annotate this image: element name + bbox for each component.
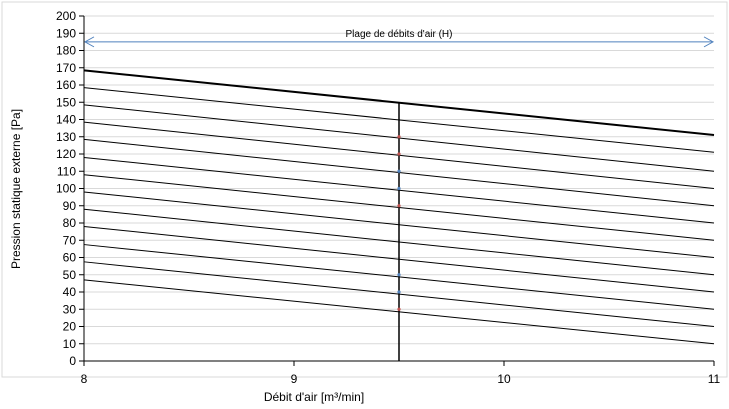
y-tick-label-110: 110 [57, 164, 76, 178]
x-tick-label-8: 8 [81, 372, 88, 386]
range-arrow-left-head [83, 36, 95, 48]
y-tick-label-10: 10 [63, 337, 77, 351]
rated-point-2 [397, 290, 401, 294]
x-tick-label-10: 10 [497, 372, 511, 386]
y-tick-label-40: 40 [63, 285, 77, 299]
y-tick-label-0: 0 [69, 354, 76, 368]
y-tick-label-60: 60 [63, 251, 77, 265]
series-lines [83, 69, 715, 361]
x-tick-label-9: 9 [291, 372, 298, 386]
rated-point-4 [397, 204, 401, 208]
annotation: Plage de débits d'air (H) [83, 29, 715, 48]
rated-point-8 [397, 135, 401, 139]
rated-point-7 [397, 152, 401, 156]
axes [79, 15, 715, 366]
y-tick-label-120: 120 [56, 147, 76, 161]
y-tick-label-90: 90 [63, 199, 77, 213]
y-tick-label-190: 190 [56, 26, 76, 40]
y-tick-label-20: 20 [63, 320, 77, 334]
y-tick-label-70: 70 [63, 233, 77, 247]
y-tick-label-100: 100 [56, 182, 76, 196]
x-axis-title: Débit d'air [m³/min] [264, 390, 364, 404]
y-tick-label-130: 130 [56, 130, 76, 144]
y-tick-label-50: 50 [63, 268, 77, 282]
range-annotation-label: Plage de débits d'air (H) [346, 29, 453, 40]
y-tick-label-80: 80 [63, 216, 77, 230]
y-tick-label-150: 150 [56, 95, 76, 109]
y-tick-label-200: 200 [56, 9, 76, 23]
x-tick-label-11: 11 [708, 372, 721, 386]
y-tick-label-180: 180 [56, 44, 76, 58]
range-arrow-right-head [703, 36, 715, 48]
chart-area-border [1, 1, 728, 378]
rated-point-1 [397, 307, 401, 311]
y-tick-label-30: 30 [63, 302, 77, 316]
rated-point-6 [397, 169, 401, 173]
rated-point-3 [397, 273, 401, 277]
y-axis-title: Pression statique externe [Pa] [9, 109, 23, 269]
y-tick-label-140: 140 [56, 113, 76, 127]
y-tick-label-170: 170 [56, 61, 76, 75]
tick-labels: 0 10 20 30 40 50 60 70 80 90 100 110 120 130 140 150 160… [56, 9, 721, 386]
rated-point-5 [397, 186, 401, 191]
y-tick-label-160: 160 [56, 78, 76, 92]
